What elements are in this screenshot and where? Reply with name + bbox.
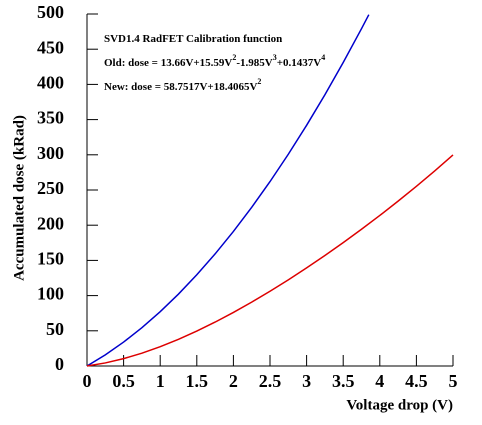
x-tick-label: 5: [449, 371, 458, 391]
annotation-part: +0.1437V: [277, 57, 322, 69]
curve: [86, 154, 454, 367]
curve: [86, 14, 370, 367]
x-tick-label: 2.5: [259, 371, 282, 391]
x-tick-label: 3.5: [332, 371, 355, 391]
x-tick-label: 4.5: [405, 371, 428, 391]
annotation-part: 2: [232, 53, 236, 62]
annotation-part: -1.985V: [236, 57, 272, 69]
annotation: Old: dose = 13.66V+15.59V2-1.985V3+0.143…: [104, 53, 325, 69]
y-tick-label: 0: [55, 354, 64, 374]
annotation-part: 3: [273, 53, 277, 62]
x-tick-label: 1.5: [186, 371, 209, 391]
y-tick-label: 500: [37, 2, 64, 22]
y-tick-label: 450: [37, 37, 64, 57]
annotation-part: Old: dose = 13.66V+15.59V: [104, 57, 232, 69]
x-tick-label: 1: [156, 371, 165, 391]
y-tick-label: 150: [37, 249, 64, 269]
x-tick-label: 0: [83, 371, 92, 391]
y-tick-label: 250: [37, 178, 64, 198]
annotation-part: New: dose = 58.7517V+18.4065V: [104, 81, 257, 93]
y-tick-label: 200: [37, 213, 64, 233]
x-tick-label: 2: [229, 371, 238, 391]
x-axis-title: Voltage drop (V): [346, 397, 453, 413]
annotation: New: dose = 58.7517V+18.4065V2: [104, 77, 261, 93]
y-tick-label: 300: [37, 143, 64, 163]
y-tick-label: 100: [37, 284, 64, 304]
annotation-part: 2: [257, 77, 261, 86]
y-axis-title: Accumulated dose (kRad): [11, 115, 27, 281]
annotation-part: 4: [321, 53, 325, 62]
x-tick-label: 3: [302, 371, 311, 391]
y-tick-label: 400: [37, 73, 64, 93]
annotation-part: SVD1.4 RadFET Calibration function: [104, 33, 282, 45]
y-tick-label: 350: [37, 108, 64, 128]
x-tick-label: 0.5: [112, 371, 135, 391]
x-tick-label: 4: [375, 371, 384, 391]
annotation: SVD1.4 RadFET Calibration function: [104, 33, 282, 45]
y-tick-label: 50: [46, 319, 64, 339]
